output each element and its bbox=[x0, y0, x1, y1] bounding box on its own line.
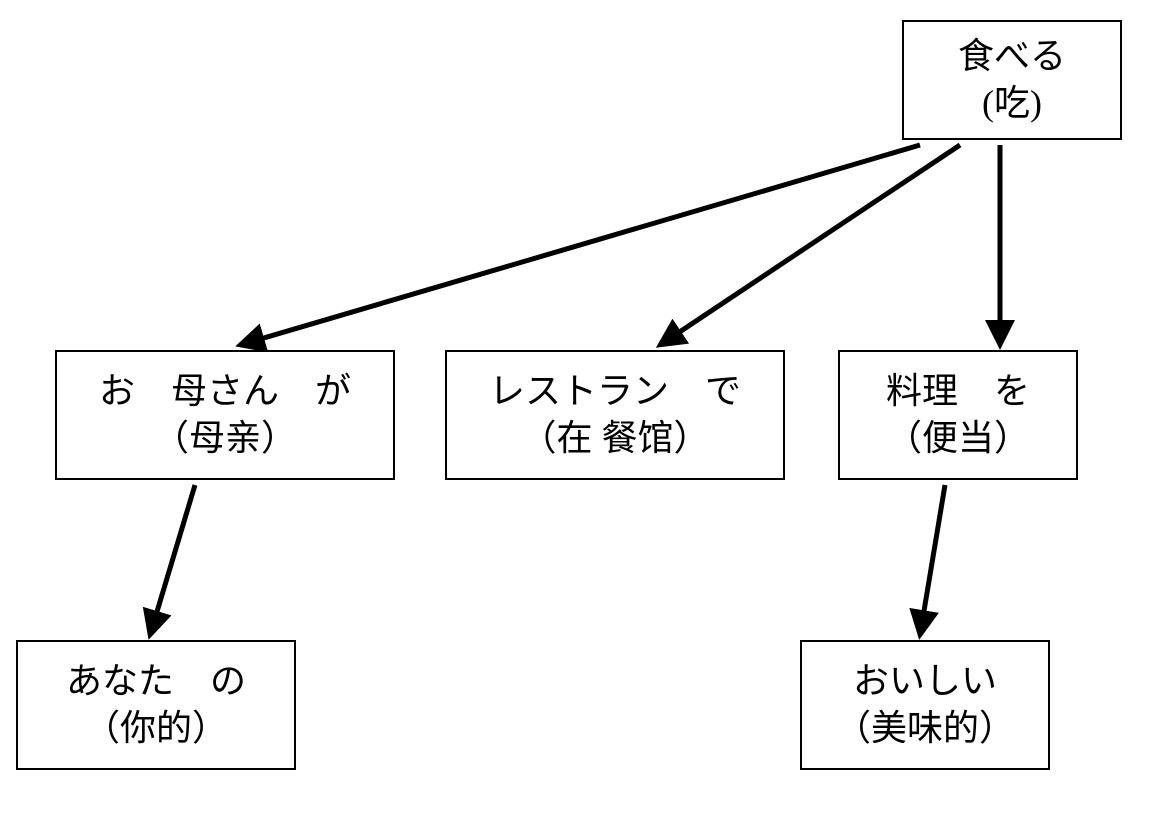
node-possessive-line1: あなた の bbox=[66, 658, 246, 705]
edge-root-to-subject bbox=[240, 145, 920, 345]
node-possessive-line2: （你的） bbox=[84, 705, 228, 752]
node-location-line1: レストラン で bbox=[489, 368, 741, 415]
node-root-line2: (吃) bbox=[982, 80, 1042, 127]
edge-root-to-location bbox=[660, 145, 960, 345]
node-possessive: あなた の（你的） bbox=[16, 640, 296, 770]
node-subject-line2: （母亲） bbox=[153, 415, 297, 462]
edge-object-to-adjective bbox=[920, 485, 945, 635]
node-subject-line1: お 母さん が bbox=[99, 368, 351, 415]
node-object: 料理 を（便当） bbox=[838, 350, 1078, 480]
node-root: 食べる(吃) bbox=[902, 20, 1122, 140]
node-location: レストラン で（在 餐馆） bbox=[445, 350, 785, 480]
node-object-line2: （便当） bbox=[886, 415, 1030, 462]
node-root-line1: 食べる bbox=[958, 33, 1066, 80]
edge-subject-to-possessive bbox=[150, 485, 195, 635]
node-adjective-line1: おいしい bbox=[853, 658, 997, 705]
node-object-line1: 料理 を bbox=[886, 368, 1030, 415]
node-location-line2: （在 餐馆） bbox=[520, 415, 709, 462]
node-subject: お 母さん が（母亲） bbox=[55, 350, 395, 480]
node-adjective-line2: （美味的） bbox=[835, 705, 1015, 752]
node-adjective: おいしい（美味的） bbox=[800, 640, 1050, 770]
